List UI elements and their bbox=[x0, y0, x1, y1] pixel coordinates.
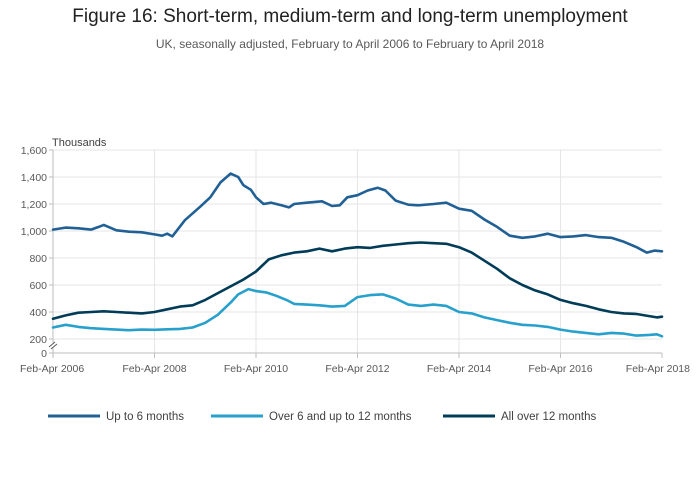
chart-subtitle: UK, seasonally adjusted, February to Apr… bbox=[155, 37, 545, 51]
series-line-up-to-6-months bbox=[51, 172, 664, 254]
y-tick-label: 1,200 bbox=[21, 199, 47, 211]
x-tick-label: Feb-Apr 2008 bbox=[122, 363, 186, 375]
y-tick-label: 0 bbox=[41, 348, 47, 360]
y-tick-label: 800 bbox=[29, 253, 47, 265]
y-tick-label: 1,600 bbox=[21, 145, 47, 157]
axis-break-gap bbox=[48, 343, 58, 348]
x-tick-label: Feb-Apr 2018 bbox=[626, 363, 690, 375]
x-tick-label: Feb-Apr 2012 bbox=[325, 363, 389, 375]
legend-label-all-over-12-months: All over 12 months bbox=[501, 411, 596, 423]
chart-title: Figure 16: Short-term, medium-term and l… bbox=[72, 6, 628, 27]
gridlines bbox=[53, 149, 662, 353]
x-tick-label: Feb-Apr 2014 bbox=[427, 363, 491, 375]
legend: Up to 6 months Over 6 and up to 12 months… bbox=[48, 411, 596, 423]
axis-break-mark bbox=[48, 341, 56, 348]
x-tick-label: Feb-Apr 2006 bbox=[20, 363, 84, 375]
y-tick-label: 200 bbox=[29, 334, 47, 346]
series-line-all-over-12-months bbox=[51, 241, 664, 321]
axes: Thousands 0 200 400 600 800 1,000 1,200 1,400 1,6… bbox=[20, 137, 690, 375]
axis-break-mark bbox=[50, 343, 58, 350]
y-tick-label: 1,000 bbox=[21, 226, 47, 238]
x-tick-label: Feb-Apr 2010 bbox=[224, 363, 288, 375]
y-axis-label: Thousands bbox=[52, 137, 107, 149]
y-tick-label: 600 bbox=[29, 280, 47, 292]
y-tick-label: 400 bbox=[29, 307, 47, 319]
legend-label-over-6-and-up-to-12-months: Over 6 and up to 12 months bbox=[269, 411, 412, 423]
y-tick-label: 1,400 bbox=[21, 172, 47, 184]
series-line-over-6-and-up-to-12-months bbox=[51, 287, 664, 338]
x-tick-label: Feb-Apr 2016 bbox=[528, 363, 592, 375]
legend-label-up-to-6-months: Up to 6 months bbox=[106, 411, 184, 423]
series-lines bbox=[51, 172, 664, 338]
